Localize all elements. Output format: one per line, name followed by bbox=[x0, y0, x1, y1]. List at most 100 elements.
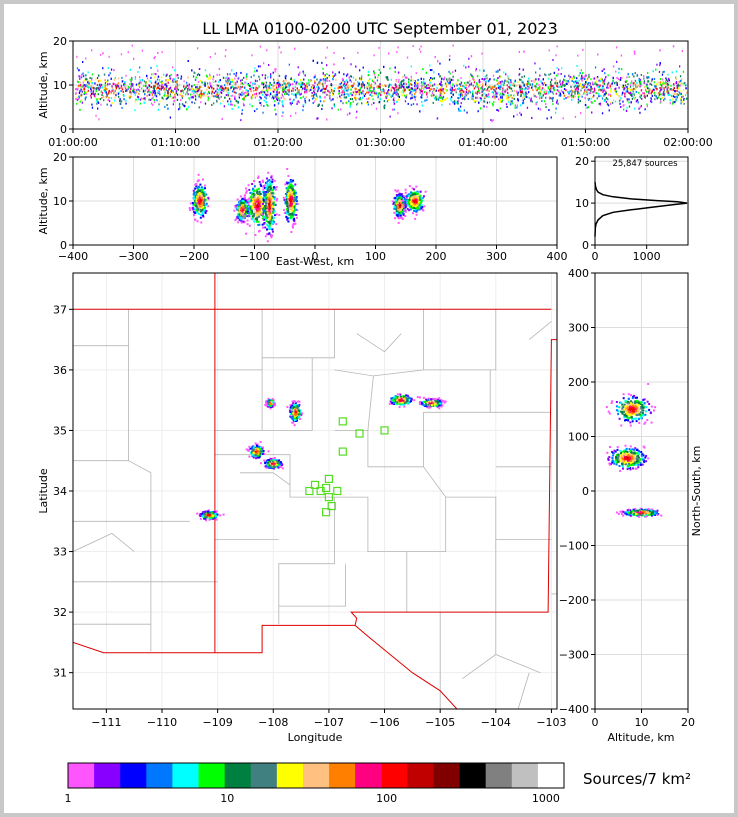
altitude-time-point bbox=[465, 87, 467, 89]
altitude-time-point bbox=[503, 81, 505, 84]
altitude-time-point bbox=[414, 87, 416, 89]
altitude-time-point bbox=[601, 89, 603, 91]
altitude-time-point bbox=[415, 95, 417, 98]
altitude-time-point bbox=[446, 89, 448, 92]
altitude-time-point bbox=[472, 98, 474, 101]
altitude-time-point bbox=[607, 104, 610, 107]
altitude-time-point bbox=[162, 81, 164, 84]
altitude-time-point bbox=[669, 81, 671, 84]
altitude-time-point bbox=[76, 99, 79, 101]
eastwest-point bbox=[262, 208, 265, 211]
altitude-time-point bbox=[578, 84, 580, 87]
altitude-time-point bbox=[310, 88, 312, 91]
altitude-time-point bbox=[174, 80, 176, 83]
altitude-time-point bbox=[604, 72, 606, 75]
altitude-time-point bbox=[231, 69, 233, 72]
altitude-time-point bbox=[378, 85, 380, 88]
altitude-time-point bbox=[392, 108, 394, 111]
altitude-time-point bbox=[567, 91, 569, 94]
altitude-time-point bbox=[506, 94, 508, 97]
altitude-time-point bbox=[516, 84, 518, 87]
altitude-time-point bbox=[563, 78, 565, 81]
altitude-time-point bbox=[505, 90, 507, 93]
altitude-time-point bbox=[677, 94, 679, 97]
altitude-time-point bbox=[456, 84, 458, 87]
altitude-time-point bbox=[272, 96, 274, 99]
altitude-time-point bbox=[76, 102, 78, 105]
altitude-time-point bbox=[100, 83, 103, 86]
altitude-time-point bbox=[302, 109, 304, 112]
altitude-time-point bbox=[278, 74, 281, 77]
altitude-time-point bbox=[197, 87, 199, 90]
altitude-time-point bbox=[414, 84, 416, 87]
altitude-time-point bbox=[415, 89, 417, 91]
altitude-time-point bbox=[270, 76, 272, 79]
altitude-time-point bbox=[478, 101, 480, 104]
altitude-time-point bbox=[186, 81, 188, 84]
altitude-time-point bbox=[106, 93, 108, 96]
altitude-time-point bbox=[226, 83, 229, 86]
altitude-time-point bbox=[424, 82, 426, 85]
eastwest-point bbox=[249, 207, 252, 210]
altitude-time-point bbox=[433, 77, 435, 80]
altitude-time-point bbox=[572, 96, 575, 99]
altitude-time-point bbox=[225, 49, 227, 52]
altitude-time-point bbox=[524, 88, 526, 91]
altitude-time-point bbox=[555, 74, 558, 77]
altitude-time-point bbox=[259, 102, 261, 104]
altitude-time-point bbox=[96, 102, 98, 105]
altitude-time-point bbox=[451, 90, 453, 93]
altitude-time-ytick-label: 10 bbox=[53, 79, 67, 92]
eastwest-point bbox=[258, 212, 261, 215]
altitude-time-point bbox=[361, 74, 363, 77]
altitude-time-point bbox=[499, 86, 501, 89]
altitude-time-point bbox=[460, 92, 463, 95]
altitude-time-point bbox=[599, 80, 601, 83]
altitude-time-point bbox=[308, 81, 310, 84]
eastwest-point bbox=[234, 206, 237, 209]
altitude-time-point bbox=[622, 104, 624, 107]
altitude-time-point bbox=[534, 78, 536, 81]
altitude-time-point bbox=[587, 97, 589, 100]
altitude-time-point bbox=[680, 82, 682, 85]
altitude-time-point bbox=[153, 57, 155, 60]
altitude-time-point bbox=[452, 83, 454, 86]
altitude-time-point bbox=[531, 86, 533, 89]
altitude-time-point bbox=[663, 89, 665, 92]
altitude-time-point bbox=[145, 85, 147, 88]
altitude-time-point bbox=[116, 83, 118, 86]
altitude-time-point bbox=[126, 89, 128, 92]
eastwest-point bbox=[200, 195, 203, 198]
altitude-time-point bbox=[422, 83, 424, 86]
altitude-time-point bbox=[118, 91, 120, 94]
altitude-time-point bbox=[682, 95, 684, 98]
altitude-time-point bbox=[588, 82, 590, 84]
altitude-time-point bbox=[88, 82, 90, 85]
altitude-time-point bbox=[582, 75, 584, 78]
altitude-time-point bbox=[288, 63, 290, 66]
eastwest-point bbox=[255, 204, 258, 207]
altitude-time-point bbox=[312, 97, 314, 100]
eastwest-point bbox=[260, 206, 263, 208]
eastwest-point bbox=[256, 212, 259, 215]
altitude-time-point bbox=[230, 100, 232, 103]
altitude-time-point bbox=[118, 95, 120, 98]
altitude-time-point bbox=[415, 87, 417, 90]
altitude-time-point bbox=[587, 98, 590, 101]
eastwest-point bbox=[200, 186, 203, 189]
altitude-time-point bbox=[503, 84, 505, 87]
altitude-time-point bbox=[556, 100, 558, 103]
altitude-time-point bbox=[371, 91, 373, 94]
altitude-time-point bbox=[165, 98, 167, 101]
altitude-time-point bbox=[409, 92, 411, 95]
altitude-time-point bbox=[559, 80, 561, 83]
altitude-time-point bbox=[461, 88, 463, 91]
altitude-time-point bbox=[158, 81, 161, 83]
altitude-time-point bbox=[314, 93, 316, 96]
altitude-time-point bbox=[480, 97, 482, 100]
altitude-time-point bbox=[443, 78, 445, 81]
altitude-time-point bbox=[232, 86, 234, 89]
altitude-time-point bbox=[194, 72, 196, 75]
altitude-time-point bbox=[519, 86, 521, 89]
altitude-time-point bbox=[477, 86, 479, 88]
